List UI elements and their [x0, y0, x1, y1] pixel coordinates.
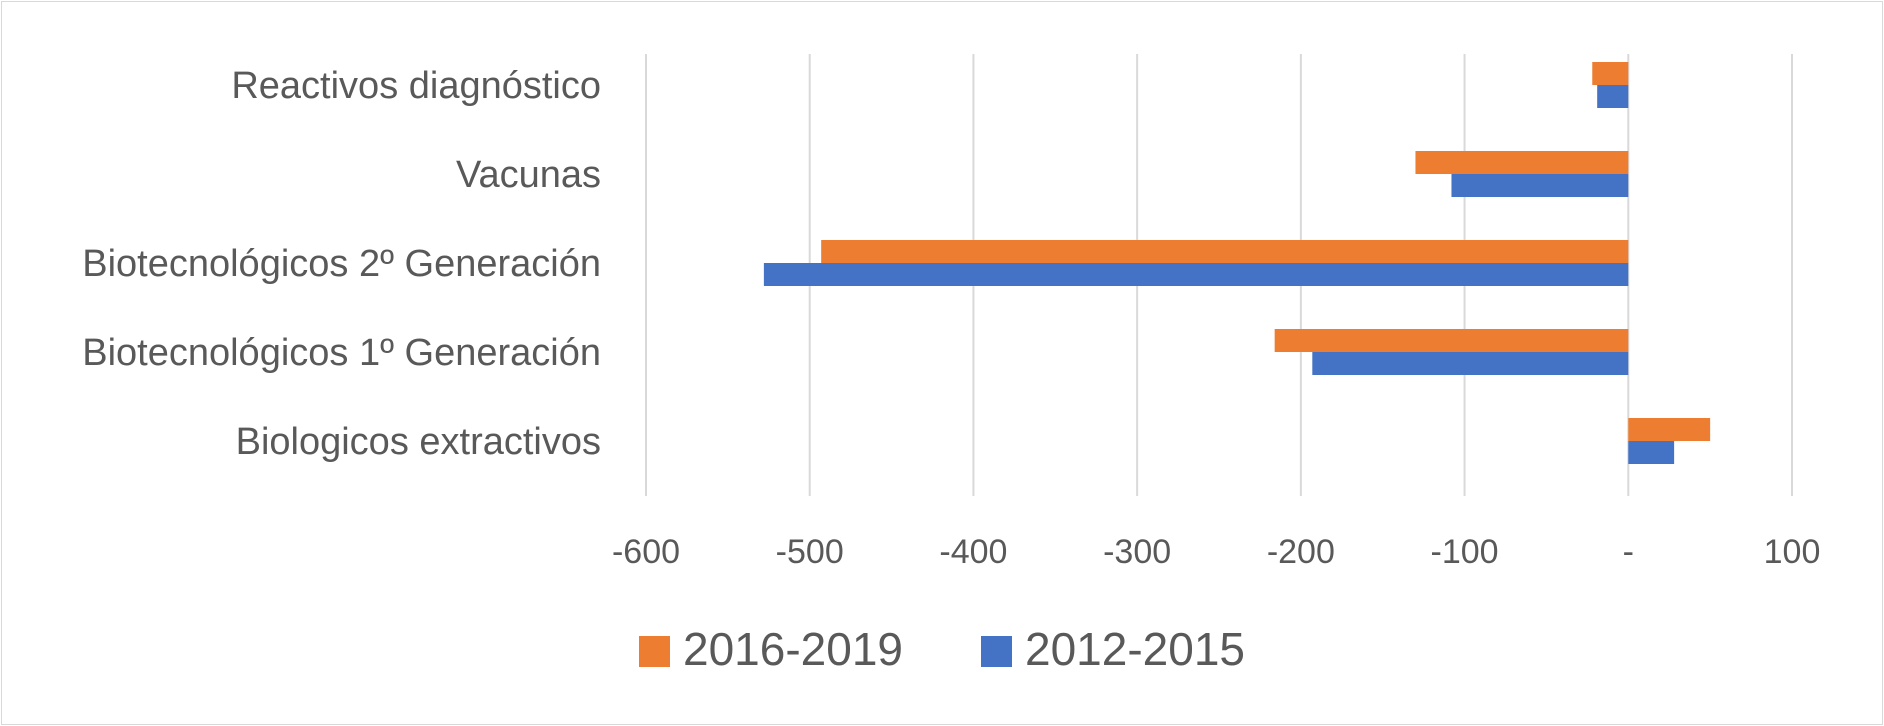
- category-label: Reactivos diagnóstico: [231, 65, 601, 107]
- legend: 2016-2019 2012-2015: [639, 623, 1245, 675]
- x-tick-label: -200: [1267, 533, 1335, 571]
- x-tick-label: -100: [1431, 533, 1499, 571]
- bar-2012-2015-4: [1628, 441, 1675, 464]
- category-labels: Reactivos diagnóstico Vacunas Biotecnológi…: [82, 65, 601, 463]
- bar-2016-2019-0: [1592, 62, 1629, 85]
- bar-2012-2015-1: [1451, 174, 1629, 197]
- bar-2016-2019-3: [1274, 329, 1629, 352]
- x-tick-label: -: [1623, 533, 1634, 571]
- legend-label: 2012-2015: [1025, 623, 1245, 675]
- legend-swatch: [639, 636, 670, 667]
- bar-2016-2019-1: [1415, 151, 1629, 174]
- bar-2012-2015-0: [1597, 85, 1629, 108]
- bars: [763, 62, 1711, 464]
- x-tick-label: -600: [612, 533, 680, 571]
- x-tick-label: -300: [1103, 533, 1171, 571]
- bar-2012-2015-2: [763, 263, 1629, 286]
- x-tick-label: -400: [939, 533, 1007, 571]
- category-label: Biotecnológicos 1º Generación: [82, 332, 601, 374]
- x-tick-label: -500: [776, 533, 844, 571]
- bar-2016-2019-4: [1628, 418, 1711, 441]
- category-label: Biotecnológicos 2º Generación: [82, 243, 601, 285]
- legend-label: 2016-2019: [683, 623, 903, 675]
- bar-2016-2019-2: [821, 240, 1629, 263]
- x-axis-tick-labels: -600 -500 -400 -300 -200 -100-100: [612, 533, 1820, 571]
- category-label: Biologicos extractivos: [236, 421, 601, 463]
- bar-2012-2015-3: [1312, 352, 1629, 375]
- legend-swatch: [981, 636, 1012, 667]
- x-tick-label: 100: [1764, 533, 1821, 571]
- category-label: Vacunas: [456, 154, 601, 196]
